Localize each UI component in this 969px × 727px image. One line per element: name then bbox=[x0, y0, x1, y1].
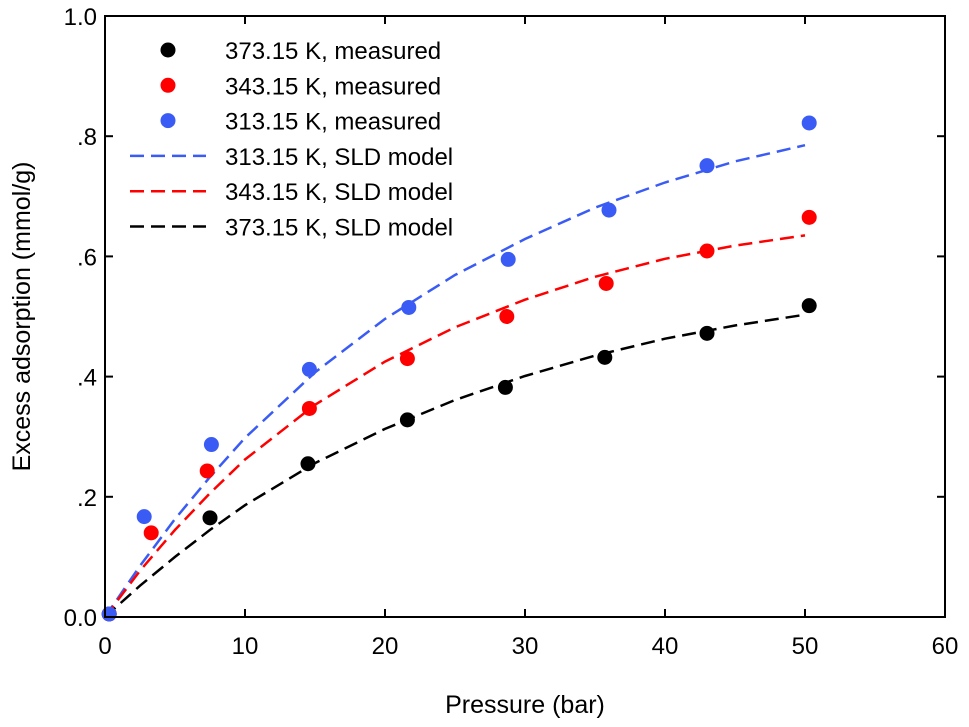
x-tick-label: 40 bbox=[652, 633, 679, 660]
axes-layer: 0 10 20 30 40 50 60 0.0 .2 .4 .6 .8 1.0 bbox=[64, 4, 959, 660]
plot-frame bbox=[104, 15, 946, 618]
data-point-343-15-k-measured bbox=[499, 309, 515, 324]
data-point-373-15-k-measured bbox=[801, 298, 817, 314]
series-line-373-15-k-sld-model bbox=[104, 313, 806, 618]
y-axis-label: Excess adsorption (mmol/g) bbox=[8, 162, 36, 472]
legend-label: 313.15 K, SLD model bbox=[225, 144, 453, 171]
y-tick-label: .8 bbox=[77, 124, 97, 151]
legend-label: 343.15 K, SLD model bbox=[225, 179, 453, 206]
plot-layer bbox=[101, 115, 817, 622]
series-line-343-15-k-sld-model bbox=[104, 234, 806, 618]
data-point-313-15-k-measured bbox=[101, 606, 117, 622]
data-point-343-15-k-measured bbox=[399, 351, 415, 367]
x-tick-label: 10 bbox=[232, 633, 259, 660]
x-tick-label: 30 bbox=[512, 633, 539, 660]
data-point-373-15-k-measured bbox=[399, 412, 415, 428]
data-point-313-15-k-measured bbox=[401, 299, 417, 315]
y-tick-label: .4 bbox=[77, 365, 97, 392]
data-point-313-15-k-measured bbox=[500, 251, 516, 267]
y-tick-label: 1.0 bbox=[64, 4, 97, 31]
x-axis-label: Pressure (bar) bbox=[445, 691, 605, 719]
data-point-343-15-k-measured bbox=[199, 463, 215, 479]
y-tick-label: 0.0 bbox=[64, 605, 97, 632]
data-point-373-15-k-measured bbox=[699, 325, 715, 341]
data-point-343-15-k-measured bbox=[801, 209, 817, 225]
legend-label: 343.15 K, measured bbox=[225, 73, 441, 100]
y-tick-label: .2 bbox=[77, 485, 97, 512]
data-point-313-15-k-measured bbox=[301, 361, 317, 377]
legend-marker bbox=[160, 113, 176, 129]
data-point-343-15-k-measured bbox=[143, 525, 159, 541]
x-tick-label: 0 bbox=[98, 633, 111, 660]
data-point-343-15-k-measured bbox=[301, 400, 317, 416]
y-tick-label: .6 bbox=[77, 244, 97, 271]
legend-marker bbox=[160, 77, 176, 93]
data-point-343-15-k-measured bbox=[699, 243, 715, 259]
data-point-373-15-k-measured bbox=[497, 379, 513, 395]
legend-label: 313.15 K, measured bbox=[225, 109, 441, 136]
data-point-313-15-k-measured bbox=[203, 437, 219, 453]
data-point-373-15-k-measured bbox=[202, 510, 218, 526]
x-tick-label: 60 bbox=[932, 633, 959, 660]
x-tick-label: 50 bbox=[792, 633, 819, 660]
data-point-373-15-k-measured bbox=[300, 456, 316, 472]
data-point-313-15-k-measured bbox=[601, 202, 617, 218]
data-point-313-15-k-measured bbox=[801, 115, 817, 131]
data-point-313-15-k-measured bbox=[136, 509, 152, 525]
legend-marker bbox=[160, 42, 176, 58]
data-point-313-15-k-measured bbox=[699, 158, 715, 174]
series-line-313-15-k-sld-model bbox=[103, 143, 806, 618]
legend: 373.15 K, measured 343.15 K, measured 313.… bbox=[130, 38, 453, 242]
legend-label: 373.15 K, measured bbox=[225, 38, 441, 65]
legend-label: 373.15 K, SLD model bbox=[225, 215, 453, 242]
data-point-343-15-k-measured bbox=[598, 275, 614, 291]
x-tick-label: 20 bbox=[372, 633, 399, 660]
data-point-373-15-k-measured bbox=[597, 349, 613, 365]
